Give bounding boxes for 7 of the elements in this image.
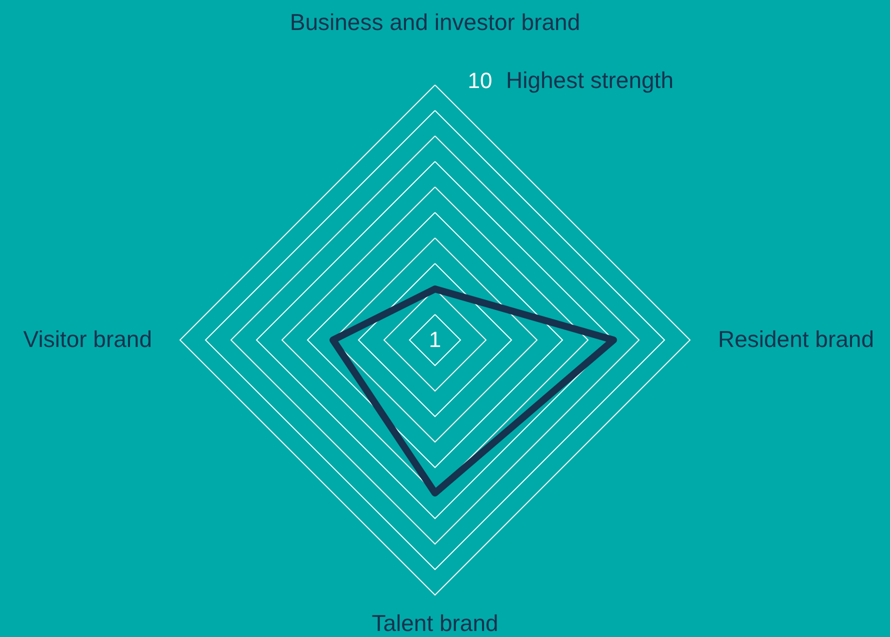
spoke-label: Talent brand (372, 610, 498, 636)
spoke-label: Resident brand (718, 326, 874, 352)
text: Highest strength (506, 67, 674, 93)
y-tick-label: 10 (468, 68, 492, 93)
y-tick-label: 1 (428, 327, 442, 352)
spoke-label: Visitor brand (23, 326, 152, 352)
spoke-label: Business and investor brand (290, 9, 580, 35)
